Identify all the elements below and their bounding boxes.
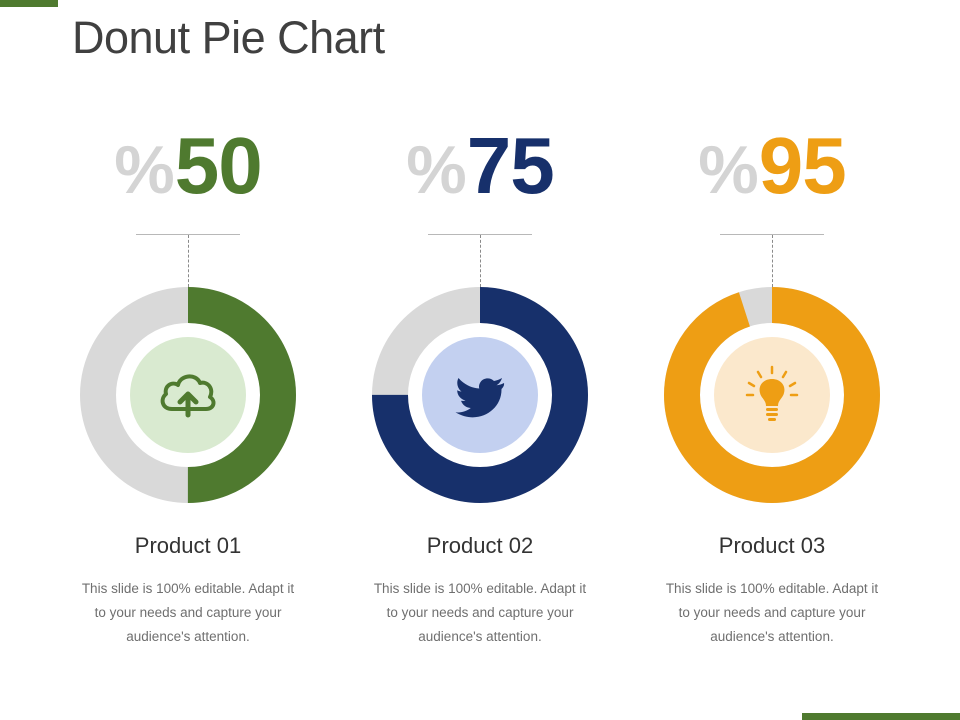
connector-line bbox=[772, 235, 773, 287]
lightbulb-icon bbox=[736, 359, 808, 431]
percent-sign: % bbox=[698, 132, 759, 208]
donut-value-arc bbox=[664, 287, 880, 503]
percent-value: %75 bbox=[334, 120, 626, 230]
product-description: This slide is 100% editable. Adapt it to… bbox=[665, 581, 879, 644]
percent-number: 95 bbox=[758, 121, 847, 210]
donut-chart-product-03 bbox=[664, 287, 880, 503]
donut-value-arc bbox=[80, 287, 296, 503]
percent-number: 50 bbox=[174, 121, 263, 210]
product-01-column: %50 Product 01 This slide is 100% editab… bbox=[42, 120, 334, 680]
percent-sign: % bbox=[114, 132, 175, 208]
divider-line bbox=[136, 234, 240, 235]
percent-value: %95 bbox=[626, 120, 918, 230]
donut-value-arc bbox=[372, 287, 588, 503]
product-03-column: %95 Product 03 This slide is 100% editab… bbox=[626, 120, 918, 680]
percent-value: %50 bbox=[42, 120, 334, 230]
divider-line bbox=[720, 234, 824, 235]
connector-line bbox=[188, 235, 189, 287]
slide-title: Donut Pie Chart bbox=[72, 12, 385, 63]
product-description: This slide is 100% editable. Adapt it to… bbox=[373, 581, 587, 644]
product-label: Product 02 bbox=[426, 533, 534, 558]
percent-sign: % bbox=[406, 132, 467, 208]
donut-chart-product-02 bbox=[372, 287, 588, 503]
bottom-accent-bar bbox=[802, 713, 960, 720]
cloud-upload-icon bbox=[152, 359, 224, 431]
donut-chart-product-01 bbox=[80, 287, 296, 503]
top-accent-bar bbox=[0, 0, 58, 7]
percent-number: 75 bbox=[466, 121, 555, 210]
product-description: This slide is 100% editable. Adapt it to… bbox=[81, 581, 295, 644]
product-label: Product 01 bbox=[134, 533, 242, 558]
product-label: Product 03 bbox=[718, 533, 826, 558]
divider-line bbox=[428, 234, 532, 235]
product-02-column: %75 Product 02 This slide is 100% editab… bbox=[334, 120, 626, 680]
twitter-bird-icon bbox=[444, 359, 516, 431]
connector-line bbox=[480, 235, 481, 287]
